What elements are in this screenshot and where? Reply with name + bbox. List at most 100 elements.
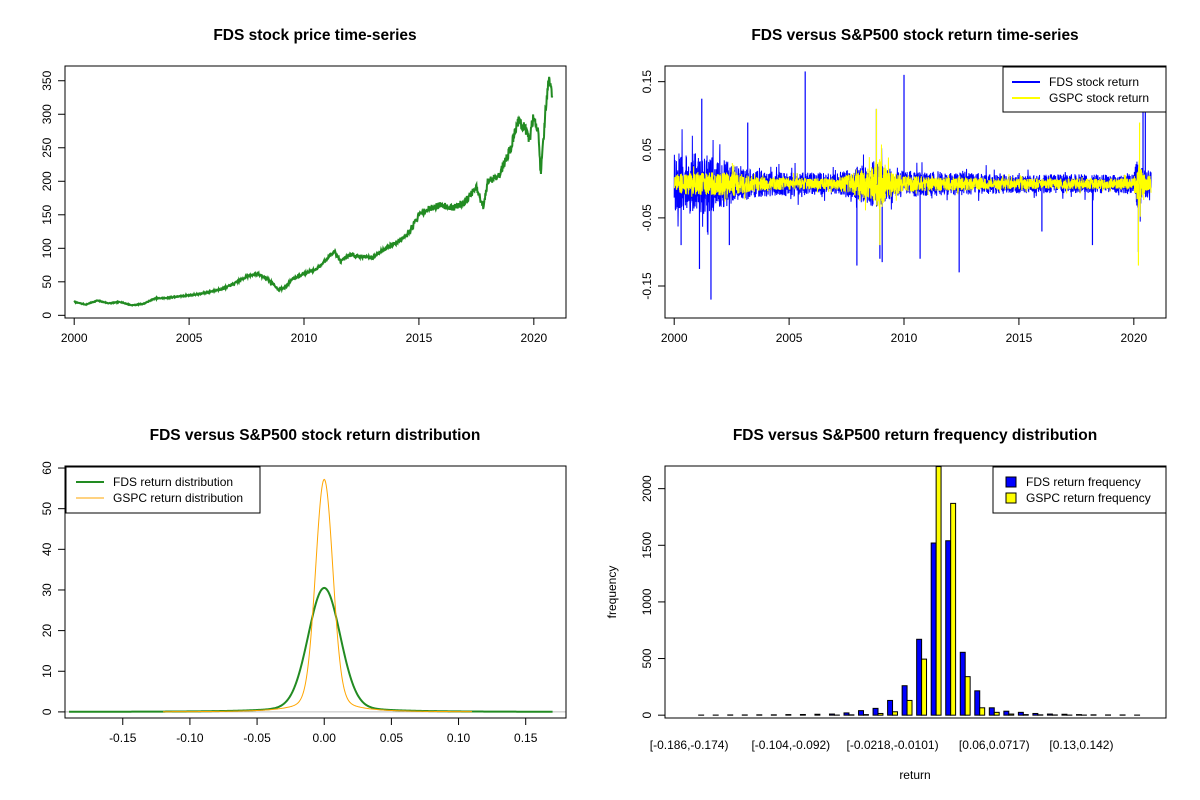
returns-x-tick-label: 2010 (891, 331, 918, 345)
histogram-bar (1032, 712, 1039, 716)
histogram-bar (814, 713, 821, 716)
density-y-tick-label: 30 (40, 583, 54, 597)
price-x-tick-label: 2010 (291, 331, 318, 345)
histogram-bar (993, 711, 1000, 716)
histogram-bar (877, 712, 884, 716)
histogram-bar (964, 676, 971, 716)
price-chart-panel: FDS stock price time-series 2000 2005 2010… (40, 27, 567, 345)
density-x-tick-label: 0.00 (313, 731, 337, 745)
density-y-tick-label: 40 (40, 542, 54, 556)
price-x-tick-label: 2020 (520, 331, 547, 345)
price-y-tick-label: 200 (40, 171, 54, 191)
histogram-bar (1017, 711, 1024, 716)
histogram-bar (916, 638, 923, 716)
returns-y-tick-label: -0.05 (640, 204, 654, 232)
histogram-plot-area: 0 500 1000 1500 2000 [-0.186,-0.174) [-0.104,-… (640, 466, 1141, 752)
histogram-bar (1003, 710, 1010, 716)
price-y-tick-label: 0 (40, 312, 54, 319)
histogram-x-tick-label: [0.06,0.0717) (959, 738, 1030, 752)
histogram-bar (785, 714, 792, 716)
density-x-tick-label: 0.10 (447, 731, 471, 745)
price-y-tick-label: 100 (40, 238, 54, 258)
histogram-legend-fds-label: FDS return frequency (1026, 475, 1141, 489)
histogram-bar (988, 707, 995, 716)
density-y-tick-label: 20 (40, 624, 54, 638)
histogram-bar (1022, 714, 1029, 716)
density-y-tick-label: 0 (40, 708, 54, 715)
price-chart-title: FDS stock price time-series (213, 27, 416, 44)
histogram-bar (1046, 713, 1053, 716)
density-legend-fds-label: FDS return distribution (113, 475, 233, 489)
returns-legend-box (1002, 66, 1167, 113)
histogram-plot-frame (664, 465, 1167, 719)
histogram-bar (921, 658, 928, 716)
density-legend-box (65, 466, 261, 514)
price-plot-frame (64, 65, 567, 319)
histogram-legend-gspc-label: GSPC return frequency (1026, 491, 1151, 505)
histogram-x-axis-label: return (899, 768, 930, 782)
density-x-tick-label: -0.15 (109, 731, 137, 745)
price-x-tick-label: 2000 (61, 331, 88, 345)
density-legend-gspc-label: GSPC return distribution (113, 491, 243, 505)
density-x-tick-label: 0.15 (514, 731, 538, 745)
histogram-bar (945, 540, 952, 716)
histogram-x-tick-label: [-0.0218,-0.0101) (847, 738, 939, 752)
histogram-y-tick-label: 500 (640, 648, 654, 668)
histogram-legend-fds-swatch (1005, 476, 1017, 488)
histogram-bar (799, 713, 806, 716)
returns-y-tick-label: -0.15 (640, 272, 654, 300)
histogram-bar (828, 713, 835, 716)
price-y-tick-label: 350 (40, 70, 54, 90)
price-series-line (73, 76, 554, 307)
density-y-tick-label: 10 (40, 664, 54, 678)
histogram-bar (1076, 714, 1082, 716)
density-x-tick-label: -0.10 (176, 731, 204, 745)
returns-chart-title: FDS versus S&P500 stock return time-seri… (751, 27, 1078, 44)
histogram-y-tick-label: 0 (640, 712, 654, 719)
histogram-x-tick-label: [-0.104,-0.092) (751, 738, 830, 752)
histogram-bar (930, 542, 937, 716)
histogram-legend: FDS return frequency GSPC return frequen… (992, 466, 1167, 514)
returns-chart-panel: FDS versus S&P500 stock return time-seri… (640, 27, 1167, 345)
histogram-bar (872, 707, 879, 716)
density-chart-panel: FDS versus S&P500 stock return distribut… (40, 427, 567, 745)
density-series-line (163, 478, 472, 713)
density-chart-title: FDS versus S&P500 stock return distribut… (150, 427, 481, 444)
histogram-y-tick-label: 2000 (640, 475, 654, 502)
returns-legend-fds-label: FDS stock return (1049, 75, 1139, 89)
density-y-tick-label: 50 (40, 502, 54, 516)
histogram-bar (843, 712, 850, 716)
histogram-legend-gspc-swatch (1005, 492, 1017, 504)
histogram-bar (862, 714, 869, 716)
returns-x-tick-label: 2020 (1120, 331, 1147, 345)
density-plot-frame (64, 465, 567, 719)
histogram-bar (892, 711, 898, 716)
histogram-bar (1061, 713, 1068, 716)
price-plot-area: 2000 2005 2010 2015 2020 0 50 100 150 200 250 300 35… (40, 70, 554, 345)
histogram-bar (974, 690, 981, 716)
density-x-tick-label: 0.05 (380, 731, 404, 745)
histogram-bar (935, 466, 942, 716)
histogram-x-tick-label: [0.13,0.142) (1049, 738, 1113, 752)
density-x-tick-label: -0.05 (243, 731, 271, 745)
price-y-tick-label: 250 (40, 137, 54, 157)
returns-legend-gspc-label: GSPC stock return (1049, 91, 1149, 105)
density-y-tick-label: 60 (40, 461, 54, 475)
histogram-bar (979, 707, 986, 716)
histogram-bar (1008, 713, 1015, 716)
density-series-line (69, 586, 553, 713)
returns-x-tick-label: 2000 (661, 331, 688, 345)
histogram-bar (959, 651, 966, 716)
returns-plot-area: 2000 2005 2010 2015 2020 -0.15 -0.05 0.05 0.15 (640, 70, 1152, 345)
histogram-bar (950, 502, 957, 716)
price-x-tick-label: 2015 (406, 331, 433, 345)
histogram-chart-panel: FDS versus S&P500 return frequency distr… (605, 427, 1167, 782)
price-y-tick-label: 300 (40, 104, 54, 124)
density-legend: FDS return distribution GSPC return dist… (65, 466, 261, 514)
histogram-y-axis-label: frequency (605, 566, 619, 619)
histogram-bar (901, 685, 908, 716)
histogram-bar (887, 699, 894, 716)
returns-series-line (673, 144, 1152, 217)
returns-plot-frame (664, 65, 1167, 319)
